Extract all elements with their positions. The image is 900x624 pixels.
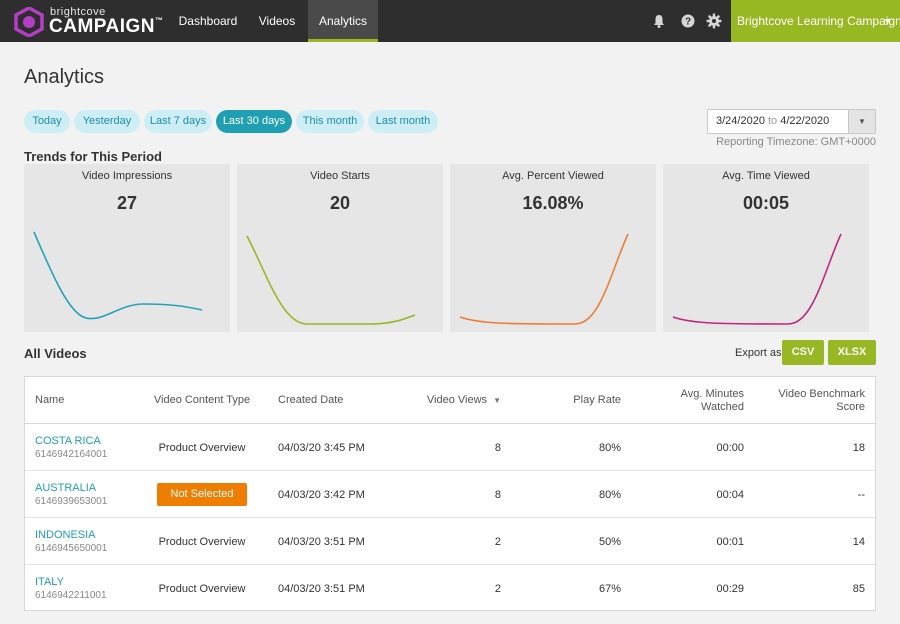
avg-minutes: 00:04 (716, 489, 744, 501)
video-name-link[interactable]: COSTA RICA (35, 435, 101, 447)
page-title: Analytics (24, 66, 105, 88)
play-rate: 80% (598, 442, 621, 454)
nav-videos[interactable]: Videos (258, 14, 296, 28)
video-id: 6146942211001 (35, 590, 107, 601)
video-id: 6146939653001 (35, 496, 108, 507)
range-last-7-days[interactable]: Last 7 days (144, 110, 212, 133)
trend-label: Avg. Time Viewed (722, 170, 810, 182)
sparkline (33, 231, 203, 320)
created-date: 04/03/20 3:42 PM (278, 489, 365, 501)
videos-table: Name Video Content Type Created Date Vid… (24, 376, 876, 611)
created-date: 04/03/20 3:51 PM (278, 536, 365, 548)
svg-text:?: ? (685, 17, 691, 28)
range-last-30-days[interactable]: Last 30 days (216, 110, 292, 133)
trend-value: 00:05 (742, 193, 790, 213)
col-name[interactable]: Name (35, 394, 65, 406)
trends-title: Trends for This Period (24, 149, 162, 164)
col-play-rate[interactable]: Play Rate (573, 394, 621, 406)
brand-line1: brightcove (50, 6, 106, 18)
col-views[interactable]: Video Views ▼ (426, 394, 501, 406)
trend-card-time-viewed: Avg. Time Viewed 00:05 (663, 164, 869, 332)
content-type: Product Overview (158, 536, 246, 548)
trend-value: 27 (116, 193, 138, 213)
sparkline (672, 233, 842, 325)
brand-line2: CAMPAIGN™ (49, 16, 164, 37)
campaign-selector[interactable]: Brightcove Learning Campaign ▼ (731, 0, 900, 42)
table-row: ITALY 6146942211001 Product Overview 04/… (25, 565, 875, 612)
trend-value: 16.08% (522, 193, 584, 213)
export-label: Export as (735, 347, 782, 359)
benchmark-score: -- (857, 489, 865, 501)
nav-analytics[interactable]: Analytics (308, 0, 378, 42)
trend-label: Video Starts (310, 170, 370, 182)
videos-title: All Videos (24, 346, 87, 361)
help-icon[interactable]: ? (680, 13, 696, 29)
trend-label: Video Impressions (81, 170, 173, 182)
range-yesterday[interactable]: Yesterday (74, 110, 140, 133)
sort-desc-icon[interactable]: ▼ (493, 396, 501, 405)
col-created[interactable]: Created Date (278, 394, 344, 406)
brightcove-hex-icon (14, 7, 44, 37)
trend-card-impressions: Video Impressions 27 (24, 164, 230, 332)
play-rate: 50% (598, 536, 621, 548)
video-name-link[interactable]: INDONESIA (35, 529, 96, 541)
sparkline (459, 233, 629, 325)
video-id: 6146942164001 (35, 449, 108, 460)
nav-dashboard[interactable]: Dashboard (178, 14, 238, 28)
range-today[interactable]: Today (24, 110, 70, 133)
benchmark-score: 14 (852, 536, 865, 548)
top-bar: brightcove CAMPAIGN™ Dashboard Videos An… (0, 0, 900, 42)
created-date: 04/03/20 3:51 PM (278, 583, 365, 595)
table-header: Name Video Content Type Created Date Vid… (25, 377, 875, 424)
table-row: AUSTRALIA 6146939653001 Not Selected 04/… (25, 471, 875, 518)
video-views: 2 (494, 583, 501, 595)
content-type: Product Overview (158, 442, 246, 454)
trend-card-starts: Video Starts 20 (237, 164, 443, 332)
avg-minutes: 00:00 (716, 442, 744, 454)
sparkline (246, 235, 416, 325)
export-csv-button[interactable]: CSV (782, 340, 824, 365)
date-range-text: 3/24/2020 to 4/22/2020 (716, 115, 830, 127)
video-name-link[interactable]: AUSTRALIA (35, 482, 97, 494)
play-rate: 67% (598, 583, 621, 595)
range-this-month[interactable]: This month (296, 110, 364, 133)
trend-label: Avg. Percent Viewed (502, 170, 604, 182)
content-type: Product Overview (158, 583, 246, 595)
video-views: 8 (494, 442, 501, 454)
video-views: 8 (494, 489, 501, 501)
export-xlsx-button[interactable]: XLSX (828, 340, 876, 365)
bell-icon[interactable] (651, 13, 667, 29)
chevron-down-icon[interactable]: ▼ (848, 110, 875, 133)
benchmark-score: 85 (852, 583, 865, 595)
table-row: COSTA RICA 6146942164001 Product Overvie… (25, 424, 875, 471)
avg-minutes: 00:01 (716, 536, 744, 548)
campaign-name: Brightcove Learning Campaign (737, 14, 900, 28)
range-last-month[interactable]: Last month (368, 110, 438, 133)
date-range-picker[interactable]: 3/24/2020 to 4/22/2020 ▼ (707, 109, 876, 134)
trend-card-percent-viewed: Avg. Percent Viewed 16.08% (450, 164, 656, 332)
gear-icon[interactable] (706, 13, 722, 29)
chevron-down-icon: ▼ (883, 16, 892, 26)
video-name-link[interactable]: ITALY (35, 576, 64, 588)
video-views: 2 (494, 536, 501, 548)
col-benchmark[interactable]: Video Benchmark Score (778, 388, 865, 413)
timezone-label: Reporting Timezone: GMT+0000 (716, 136, 876, 148)
trend-value: 20 (329, 193, 351, 213)
table-row: INDONESIA 6146945650001 Product Overview… (25, 518, 875, 565)
video-id: 6146945650001 (35, 543, 108, 554)
not-selected-badge[interactable]: Not Selected (157, 483, 247, 506)
created-date: 04/03/20 3:45 PM (278, 442, 365, 454)
play-rate: 80% (598, 489, 621, 501)
col-content-type[interactable]: Video Content Type (153, 394, 251, 406)
col-avg-minutes[interactable]: Avg. Minutes Watched (680, 388, 744, 413)
avg-minutes: 00:29 (716, 583, 744, 595)
benchmark-score: 18 (852, 442, 865, 454)
